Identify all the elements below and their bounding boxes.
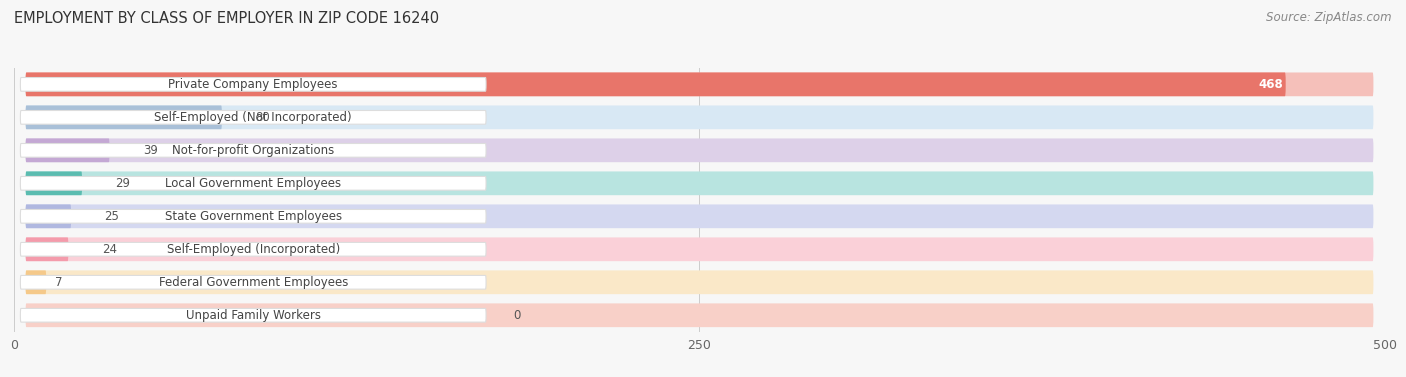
FancyBboxPatch shape bbox=[25, 106, 1374, 129]
FancyBboxPatch shape bbox=[21, 144, 486, 157]
FancyBboxPatch shape bbox=[21, 110, 486, 124]
FancyBboxPatch shape bbox=[21, 78, 486, 91]
Text: Self-Employed (Incorporated): Self-Employed (Incorporated) bbox=[166, 243, 340, 256]
Text: Local Government Employees: Local Government Employees bbox=[165, 177, 342, 190]
FancyBboxPatch shape bbox=[21, 176, 486, 190]
Text: 25: 25 bbox=[104, 210, 120, 223]
Text: Source: ZipAtlas.com: Source: ZipAtlas.com bbox=[1267, 11, 1392, 24]
Text: Private Company Employees: Private Company Employees bbox=[169, 78, 337, 91]
FancyBboxPatch shape bbox=[25, 204, 1374, 228]
FancyBboxPatch shape bbox=[25, 270, 1374, 294]
Text: EMPLOYMENT BY CLASS OF EMPLOYER IN ZIP CODE 16240: EMPLOYMENT BY CLASS OF EMPLOYER IN ZIP C… bbox=[14, 11, 439, 26]
Text: 468: 468 bbox=[1258, 78, 1284, 91]
Text: State Government Employees: State Government Employees bbox=[165, 210, 342, 223]
FancyBboxPatch shape bbox=[21, 210, 486, 223]
Text: Self-Employed (Not Incorporated): Self-Employed (Not Incorporated) bbox=[155, 111, 352, 124]
Text: 7: 7 bbox=[55, 276, 63, 289]
Text: Federal Government Employees: Federal Government Employees bbox=[159, 276, 347, 289]
FancyBboxPatch shape bbox=[25, 106, 222, 129]
FancyBboxPatch shape bbox=[25, 172, 1374, 195]
FancyBboxPatch shape bbox=[25, 138, 1374, 162]
Text: Unpaid Family Workers: Unpaid Family Workers bbox=[186, 309, 321, 322]
FancyBboxPatch shape bbox=[25, 72, 1285, 96]
FancyBboxPatch shape bbox=[25, 238, 69, 261]
FancyBboxPatch shape bbox=[21, 276, 486, 289]
Text: 24: 24 bbox=[101, 243, 117, 256]
FancyBboxPatch shape bbox=[25, 238, 1374, 261]
FancyBboxPatch shape bbox=[25, 204, 72, 228]
FancyBboxPatch shape bbox=[25, 72, 1374, 96]
FancyBboxPatch shape bbox=[25, 303, 1374, 327]
Text: 39: 39 bbox=[143, 144, 157, 157]
Text: Not-for-profit Organizations: Not-for-profit Organizations bbox=[172, 144, 335, 157]
Text: 80: 80 bbox=[256, 111, 270, 124]
Text: 29: 29 bbox=[115, 177, 131, 190]
FancyBboxPatch shape bbox=[21, 308, 486, 322]
FancyBboxPatch shape bbox=[25, 270, 46, 294]
FancyBboxPatch shape bbox=[21, 242, 486, 256]
FancyBboxPatch shape bbox=[25, 172, 82, 195]
FancyBboxPatch shape bbox=[25, 138, 110, 162]
Text: 0: 0 bbox=[513, 309, 520, 322]
